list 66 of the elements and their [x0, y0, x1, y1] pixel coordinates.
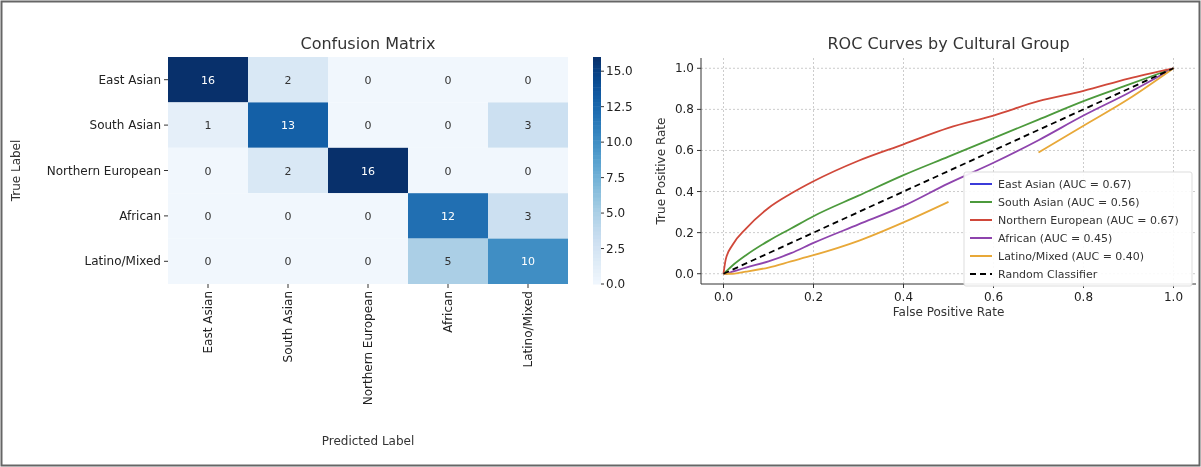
- y-tick-label: Latino/Mixed: [84, 254, 161, 269]
- y-tick-label: 0.0: [674, 266, 694, 281]
- y-tick-label: African: [119, 208, 161, 223]
- x-tick-label: Northern European: [361, 291, 375, 406]
- legend-label: East Asian (AUC = 0.67): [998, 178, 1132, 191]
- x-axis-title: Predicted Label: [321, 434, 415, 448]
- color-bar-label: 5.0: [606, 206, 626, 221]
- x-tick-label: 0.8: [1073, 290, 1094, 304]
- y-tick-label: 1.0: [674, 61, 694, 76]
- x-tick-label: 0.0: [713, 290, 734, 304]
- legend-label: African (AUC = 0.45): [998, 232, 1113, 245]
- data-label: 12: [441, 209, 455, 223]
- data-label: 0: [284, 255, 292, 269]
- chart-title: ROC Curves by Cultural Group: [827, 34, 1070, 53]
- y-axis-title: True Label: [9, 139, 23, 203]
- data-label: 2: [284, 164, 292, 178]
- color-bar-label: 0.0: [606, 277, 626, 291]
- color-bar-label: 7.5: [606, 170, 626, 185]
- data-label: 10: [521, 255, 535, 269]
- data-label: 0: [444, 164, 452, 178]
- y-tick-label: East Asian: [98, 72, 161, 87]
- data-label: 16: [201, 73, 215, 87]
- y-axis-title: True Positive Rate: [654, 117, 668, 226]
- legend-label: Northern European (AUC = 0.67): [998, 214, 1179, 227]
- x-tick-label: 0.6: [983, 290, 1004, 304]
- y-tick-label: 0.6: [674, 143, 694, 158]
- x-tick-label: 0.4: [893, 290, 914, 304]
- data-label: 0: [444, 73, 452, 87]
- data-label: 13: [281, 119, 295, 133]
- x-tick-label: Latino/Mixed: [521, 291, 535, 368]
- y-tick-label: 0.8: [674, 102, 694, 117]
- y-tick-label: 0.2: [674, 225, 694, 240]
- data-label: 0: [204, 164, 212, 178]
- data-label: 0: [524, 164, 532, 178]
- color-bar-label: 2.5: [606, 241, 626, 256]
- x-axis-title: False Positive Rate: [892, 305, 1005, 319]
- color-bar-label: 15.0: [606, 64, 633, 79]
- data-label: 0: [204, 209, 212, 223]
- data-label: 2: [284, 73, 292, 87]
- color-bar-label: 10.0: [606, 135, 633, 150]
- data-label: 0: [524, 73, 532, 87]
- data-label: 0: [364, 209, 372, 223]
- legend-label: Latino/Mixed (AUC = 0.40): [998, 250, 1145, 263]
- legend-label: South Asian (AUC = 0.56): [998, 196, 1140, 209]
- x-tick-label: African: [441, 291, 455, 333]
- chart-title: Confusion Matrix: [300, 34, 436, 53]
- x-tick-label: South Asian: [281, 291, 295, 363]
- data-label: 0: [284, 209, 292, 223]
- data-label: 5: [444, 255, 452, 269]
- data-label: 0: [364, 119, 372, 133]
- color-bar-label: 12.5: [606, 99, 633, 114]
- data-label: 1: [204, 119, 212, 133]
- legend-label: Random Classifier: [998, 268, 1098, 281]
- data-label: 16: [361, 164, 375, 178]
- x-tick-label: 0.2: [803, 290, 824, 304]
- data-label: 0: [444, 119, 452, 133]
- x-tick-label: 1.0: [1163, 290, 1184, 304]
- y-tick-label: 0.4: [674, 184, 694, 199]
- x-tick-label: East Asian: [201, 291, 215, 354]
- y-tick-label: South Asian: [89, 118, 161, 133]
- data-label: 3: [524, 119, 532, 133]
- data-label: 0: [204, 255, 212, 269]
- data-label: 3: [524, 209, 532, 223]
- data-label: 0: [364, 255, 372, 269]
- y-tick-label: Northern European: [46, 163, 161, 178]
- data-label: 0: [364, 73, 372, 87]
